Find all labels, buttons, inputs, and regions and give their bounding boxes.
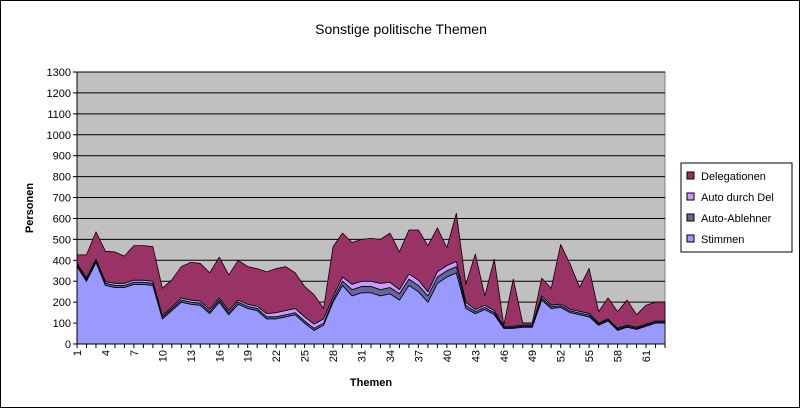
x-tick-label: 52 (556, 350, 568, 362)
y-axis-title: Personen (24, 183, 36, 233)
y-tick-label: 1000 (47, 130, 71, 142)
legend-label: Stimmen (701, 234, 744, 246)
x-axis-title: Themen (350, 377, 392, 389)
x-tick-label: 58 (613, 350, 625, 362)
y-tick-label: 700 (53, 193, 71, 205)
legend-label: Delegationen (701, 171, 766, 183)
x-tick-label: 16 (214, 350, 226, 362)
legend-swatch (686, 192, 695, 201)
x-tick-label: 55 (584, 350, 596, 362)
y-tick-label: 500 (53, 234, 71, 246)
legend-label: Auto-Ablehner (701, 213, 772, 225)
y-tick-label: 800 (53, 172, 71, 184)
x-tick-label: 34 (385, 350, 397, 362)
y-tick-label: 400 (53, 255, 71, 267)
area-delegationen (76, 212, 666, 329)
y-tick-label: 1300 (47, 67, 71, 79)
y-tick-label: 300 (53, 276, 71, 288)
legend-label: Auto durch Del (701, 192, 774, 204)
x-tick-label: 46 (499, 350, 511, 362)
x-tick-label: 31 (357, 350, 369, 362)
x-tick-label: 7 (129, 350, 141, 356)
x-tick-label: 4 (100, 350, 112, 356)
x-tick-label: 10 (157, 350, 169, 362)
y-tick-label: 600 (53, 213, 71, 225)
x-tick-label: 28 (328, 350, 340, 362)
x-tick-label: 22 (271, 350, 283, 362)
legend-swatch (686, 213, 695, 222)
y-tick-label: 100 (53, 318, 71, 330)
y-tick-label: 1200 (47, 88, 71, 100)
legend-swatch (686, 234, 695, 243)
legend (680, 162, 793, 253)
y-tick-label: 900 (53, 151, 71, 163)
legend-swatch (686, 171, 695, 180)
x-tick-label: 61 (641, 350, 653, 362)
y-tick-label: 200 (53, 297, 71, 309)
x-tick-label: 49 (527, 350, 539, 362)
y-tick-label: 1100 (47, 109, 71, 121)
chart-title: Sonstige politische Themen (315, 21, 487, 37)
x-tick-label: 40 (442, 350, 454, 362)
x-tick-label: 13 (186, 350, 198, 362)
x-tick-label: 1 (72, 350, 84, 356)
x-tick-label: 43 (470, 350, 482, 362)
x-tick-label: 25 (300, 350, 312, 362)
x-tick-label: 19 (243, 350, 255, 362)
y-tick-label: 0 (65, 339, 71, 351)
x-tick-label: 37 (413, 350, 425, 362)
